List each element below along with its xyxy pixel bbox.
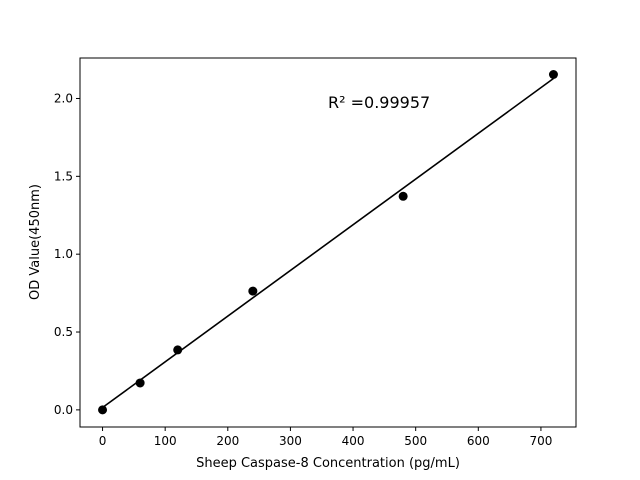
y-tick-label: 1.5	[54, 169, 73, 183]
x-tick-label: 700	[529, 434, 552, 448]
y-tick-label: 1.0	[54, 247, 73, 261]
x-tick-label: 100	[154, 434, 177, 448]
data-marks	[98, 70, 558, 415]
x-axis: 0 100 200 300 400 500 600 700	[99, 427, 552, 448]
y-tick-label: 2.0	[54, 91, 73, 105]
x-tick-label: 200	[216, 434, 239, 448]
data-point	[98, 405, 108, 415]
data-point	[398, 191, 408, 201]
data-point	[135, 378, 145, 388]
y-tick-label: 0.0	[54, 403, 73, 417]
x-tick-label: 600	[467, 434, 490, 448]
y-axis-label: OD Value(450nm)	[28, 184, 43, 300]
x-tick-label: 500	[404, 434, 427, 448]
data-point	[548, 70, 558, 80]
x-axis-label: Sheep Caspase-8 Concentration (pg/mL)	[196, 456, 460, 471]
data-point	[173, 345, 183, 355]
data-point	[248, 286, 258, 296]
annotation: R² =0.99957	[328, 93, 430, 112]
x-tick-label: 0	[99, 434, 107, 448]
x-tick-label: 400	[342, 434, 365, 448]
y-tick-label: 0.5	[54, 325, 73, 339]
y-axis: 0.0 0.5 1.0 1.5 2.0	[54, 91, 80, 417]
x-tick-label: 300	[279, 434, 302, 448]
